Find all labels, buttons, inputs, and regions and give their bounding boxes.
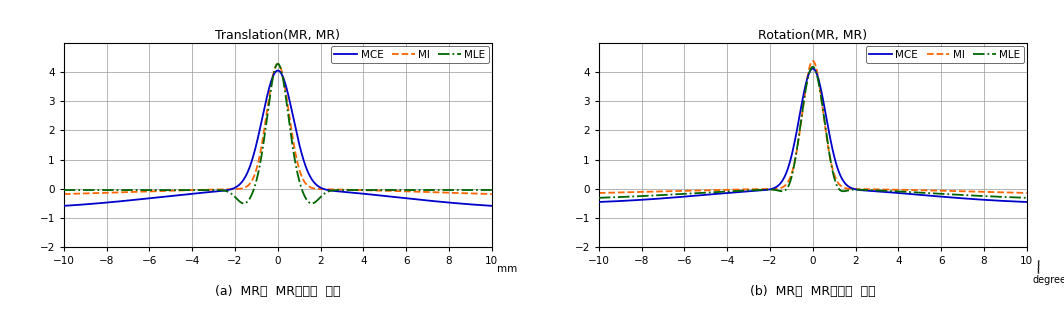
Legend: MCE, MI, MLE: MCE, MI, MLE	[331, 46, 488, 63]
Text: (a)  MR과  MR영상의  이동: (a) MR과 MR영상의 이동	[215, 285, 340, 298]
MLE	[221, 190, 234, 194]
MI	[221, 187, 234, 191]
MLE	[485, 188, 498, 192]
MI	[431, 191, 444, 194]
MCE	[477, 204, 489, 207]
MI	[477, 192, 489, 196]
Line: MLE: MLE	[64, 64, 492, 204]
MCE	[966, 197, 979, 201]
Text: degree: degree	[1032, 275, 1064, 285]
Text: mm: mm	[497, 264, 517, 274]
Line: MCE: MCE	[599, 68, 1027, 202]
MLE	[57, 188, 70, 192]
Text: /: /	[1034, 260, 1043, 275]
MCE	[221, 188, 234, 192]
MCE	[106, 200, 119, 204]
MLE	[757, 188, 769, 192]
MI	[667, 189, 680, 193]
MCE	[485, 204, 498, 208]
MLE	[237, 202, 250, 205]
MCE	[667, 196, 680, 199]
MCE	[593, 200, 605, 204]
MI	[807, 59, 819, 63]
MI	[757, 187, 769, 191]
MI	[271, 62, 284, 66]
MI	[1020, 191, 1033, 195]
MCE	[132, 197, 145, 201]
MI	[775, 186, 787, 190]
MI	[132, 190, 145, 194]
MLE	[966, 194, 979, 197]
MLE	[132, 188, 145, 192]
MLE	[240, 200, 253, 204]
MLE	[1020, 196, 1033, 200]
MI	[106, 191, 119, 194]
MCE	[431, 200, 444, 204]
MLE	[431, 188, 444, 192]
Title: Translation(MR, MR): Translation(MR, MR)	[215, 29, 340, 42]
MLE	[478, 188, 491, 192]
MCE	[1020, 200, 1033, 204]
MI	[966, 190, 979, 193]
MLE	[1012, 196, 1025, 199]
Line: MLE: MLE	[599, 67, 1027, 198]
MLE	[271, 62, 284, 66]
Legend: MCE, MI, MLE: MCE, MI, MLE	[866, 46, 1024, 63]
MLE	[775, 189, 787, 193]
Line: MI: MI	[64, 64, 492, 194]
MI	[485, 192, 498, 196]
MCE	[775, 180, 787, 184]
MI	[1012, 191, 1025, 195]
Title: Rotation(MR, MR): Rotation(MR, MR)	[759, 29, 867, 42]
MLE	[667, 192, 680, 196]
MLE	[807, 65, 819, 69]
MI	[57, 192, 70, 196]
MLE	[106, 188, 119, 192]
MLE	[642, 194, 654, 198]
MCE	[271, 69, 284, 73]
MCE	[642, 197, 654, 201]
MCE	[1012, 200, 1025, 204]
MCE	[240, 173, 253, 177]
Line: MCE: MCE	[64, 71, 492, 206]
MI	[240, 185, 253, 189]
MLE	[593, 196, 605, 200]
MCE	[757, 188, 769, 192]
Line: MI: MI	[599, 61, 1027, 193]
Text: (b)  MR과  MR영상의  회전: (b) MR과 MR영상의 회전	[750, 285, 876, 298]
MCE	[807, 67, 819, 70]
MI	[642, 190, 654, 194]
MI	[593, 191, 605, 195]
MCE	[57, 204, 70, 208]
